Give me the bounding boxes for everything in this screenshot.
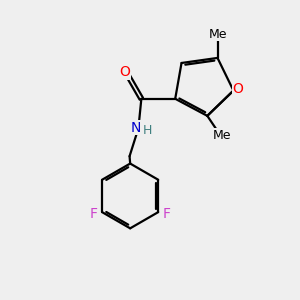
Text: H: H xyxy=(143,124,152,137)
Text: Me: Me xyxy=(213,129,231,142)
Text: Me: Me xyxy=(208,28,227,41)
Text: F: F xyxy=(90,207,98,220)
Text: F: F xyxy=(163,207,170,220)
Text: N: N xyxy=(131,121,141,135)
Text: O: O xyxy=(232,82,243,96)
Text: O: O xyxy=(120,65,130,79)
